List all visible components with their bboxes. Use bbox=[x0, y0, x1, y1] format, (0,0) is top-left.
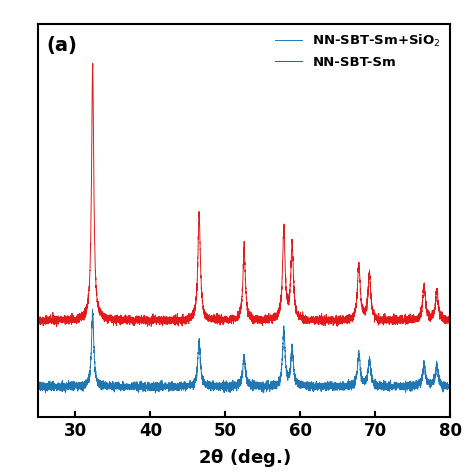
NN-SBT-Sm+SiO$_2$ bbox=[137, 384, 142, 390]
Line: NN-SBT-Sm+SiO$_2$: NN-SBT-Sm+SiO$_2$ bbox=[38, 310, 465, 393]
NN-SBT-Sm+SiO$_2$ bbox=[463, 385, 468, 391]
NN-SBT-Sm bbox=[137, 320, 142, 326]
NN-SBT-Sm bbox=[54, 324, 59, 330]
NN-SBT-Sm+SiO$_2$ bbox=[139, 385, 145, 391]
NN-SBT-Sm bbox=[196, 213, 202, 219]
NN-SBT-Sm+SiO$_2$ bbox=[459, 386, 465, 392]
NN-SBT-Sm bbox=[35, 317, 41, 322]
NN-SBT-Sm+SiO$_2$ bbox=[196, 342, 202, 347]
NN-SBT-Sm bbox=[227, 319, 232, 324]
NN-SBT-Sm bbox=[90, 61, 96, 66]
NN-SBT-Sm+SiO$_2$ bbox=[35, 383, 41, 389]
NN-SBT-Sm bbox=[463, 320, 468, 326]
NN-SBT-Sm bbox=[135, 317, 140, 323]
Line: NN-SBT-Sm: NN-SBT-Sm bbox=[38, 64, 465, 327]
X-axis label: $\mathbf{2\theta}$ (deg.): $\mathbf{2\theta}$ (deg.) bbox=[198, 447, 291, 469]
Legend: NN-SBT-Sm+SiO$_2$, NN-SBT-Sm: NN-SBT-Sm+SiO$_2$, NN-SBT-Sm bbox=[270, 27, 447, 74]
NN-SBT-Sm+SiO$_2$ bbox=[135, 380, 140, 386]
Text: (a): (a) bbox=[46, 36, 77, 55]
NN-SBT-Sm bbox=[459, 316, 465, 322]
NN-SBT-Sm+SiO$_2$ bbox=[153, 390, 158, 396]
NN-SBT-Sm+SiO$_2$ bbox=[227, 382, 232, 387]
NN-SBT-Sm bbox=[139, 315, 145, 320]
NN-SBT-Sm+SiO$_2$ bbox=[90, 307, 95, 312]
